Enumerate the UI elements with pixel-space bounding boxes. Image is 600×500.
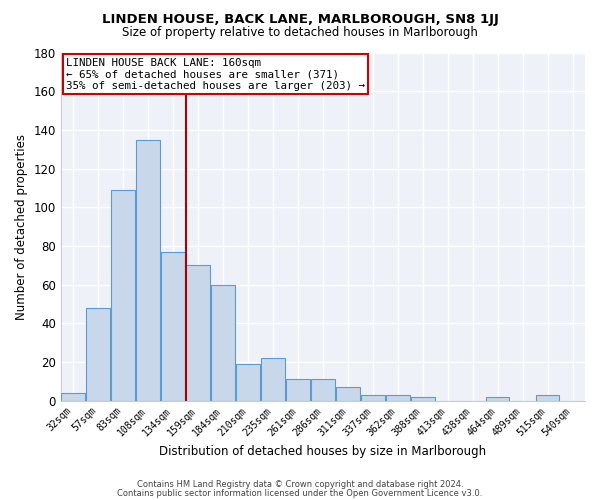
Bar (61, 393, 85, 400)
Bar (411, 397, 434, 400)
Bar (311, 380, 335, 400)
X-axis label: Distribution of detached houses by size in Marlborough: Distribution of detached houses by size … (160, 444, 487, 458)
Text: Contains HM Land Registry data © Crown copyright and database right 2024.: Contains HM Land Registry data © Crown c… (137, 480, 463, 489)
Bar (86, 308, 110, 400)
Text: Size of property relative to detached houses in Marlborough: Size of property relative to detached ho… (122, 26, 478, 39)
Bar (361, 395, 385, 400)
Bar (211, 284, 235, 401)
Bar (112, 190, 135, 400)
Text: LINDEN HOUSE, BACK LANE, MARLBOROUGH, SN8 1JJ: LINDEN HOUSE, BACK LANE, MARLBOROUGH, SN… (101, 12, 499, 26)
Text: LINDEN HOUSE BACK LANE: 160sqm
← 65% of detached houses are smaller (371)
35% of: LINDEN HOUSE BACK LANE: 160sqm ← 65% of … (66, 58, 365, 91)
Bar (136, 140, 160, 400)
Bar (536, 395, 559, 400)
Bar (286, 380, 310, 400)
Bar (186, 266, 210, 400)
Text: Contains public sector information licensed under the Open Government Licence v3: Contains public sector information licen… (118, 488, 482, 498)
Y-axis label: Number of detached properties: Number of detached properties (15, 134, 28, 320)
Bar (261, 358, 285, 401)
Bar (161, 252, 185, 400)
Bar (336, 387, 360, 400)
Bar (236, 364, 260, 401)
Bar (486, 397, 509, 400)
Bar (386, 395, 410, 400)
